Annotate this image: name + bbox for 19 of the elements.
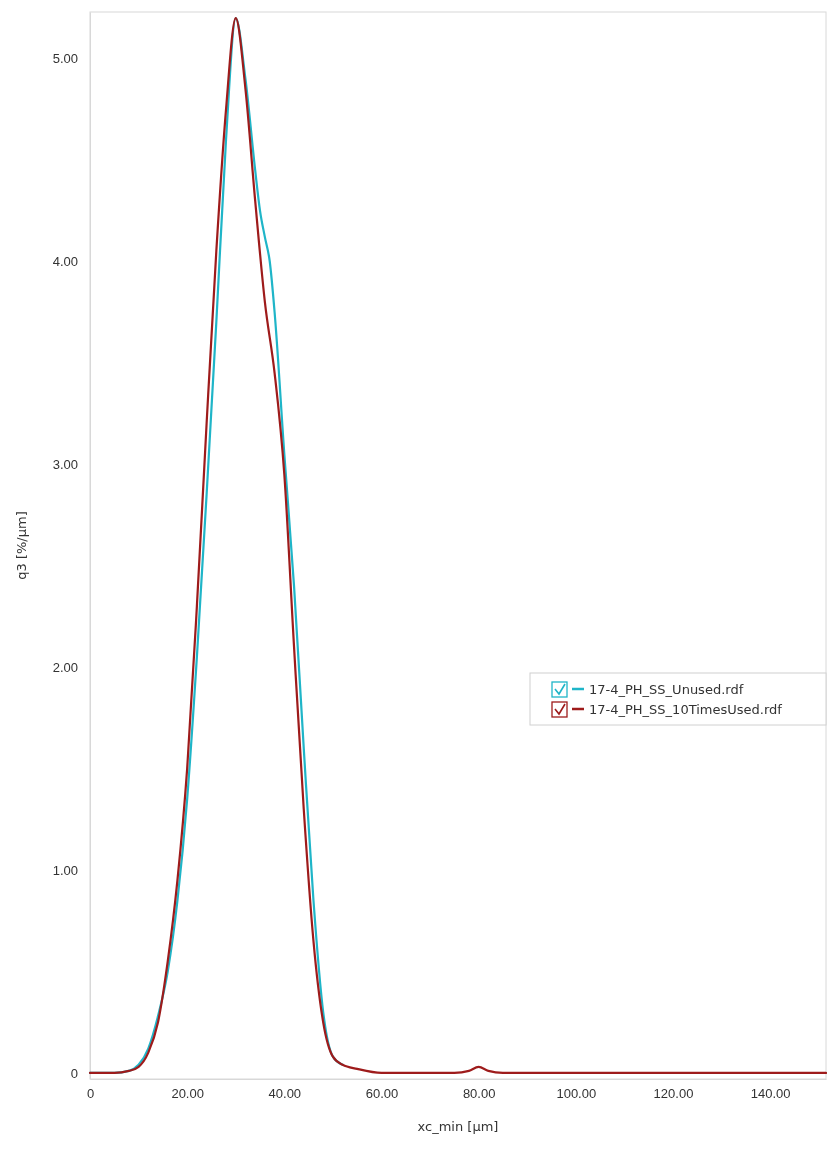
x-tick-label: 40.00 xyxy=(268,1086,302,1102)
y-tick-label: 5.00 xyxy=(52,51,78,67)
y-axis-title: q3 [%/µm] xyxy=(14,511,29,580)
y-tick-label: 4.00 xyxy=(52,254,78,270)
legend-label: 17-4_PH_SS_10TimesUsed.rdf xyxy=(589,702,783,717)
x-tick-label: 140.00 xyxy=(750,1086,791,1102)
x-tick-label: 20.00 xyxy=(171,1086,204,1102)
x-tick-label: 100.00 xyxy=(556,1086,597,1102)
x-axis-title: xc_min [µm] xyxy=(417,1119,499,1134)
y-tick-label: 2.00 xyxy=(52,659,78,675)
x-tick-label: 120.00 xyxy=(653,1086,694,1102)
line-series xyxy=(88,16,827,1075)
y-tick-label: 3.00 xyxy=(52,457,78,473)
x-tick-label: 0 xyxy=(86,1086,95,1102)
y-tick-label: 0 xyxy=(70,1065,78,1081)
x-tick-label: 60.00 xyxy=(365,1086,399,1102)
legend-label: 17-4_PH_SS_Unused.rdf xyxy=(589,682,744,697)
y-tick-label: 1.00 xyxy=(52,862,78,878)
x-tick-label: 80.00 xyxy=(462,1086,496,1102)
